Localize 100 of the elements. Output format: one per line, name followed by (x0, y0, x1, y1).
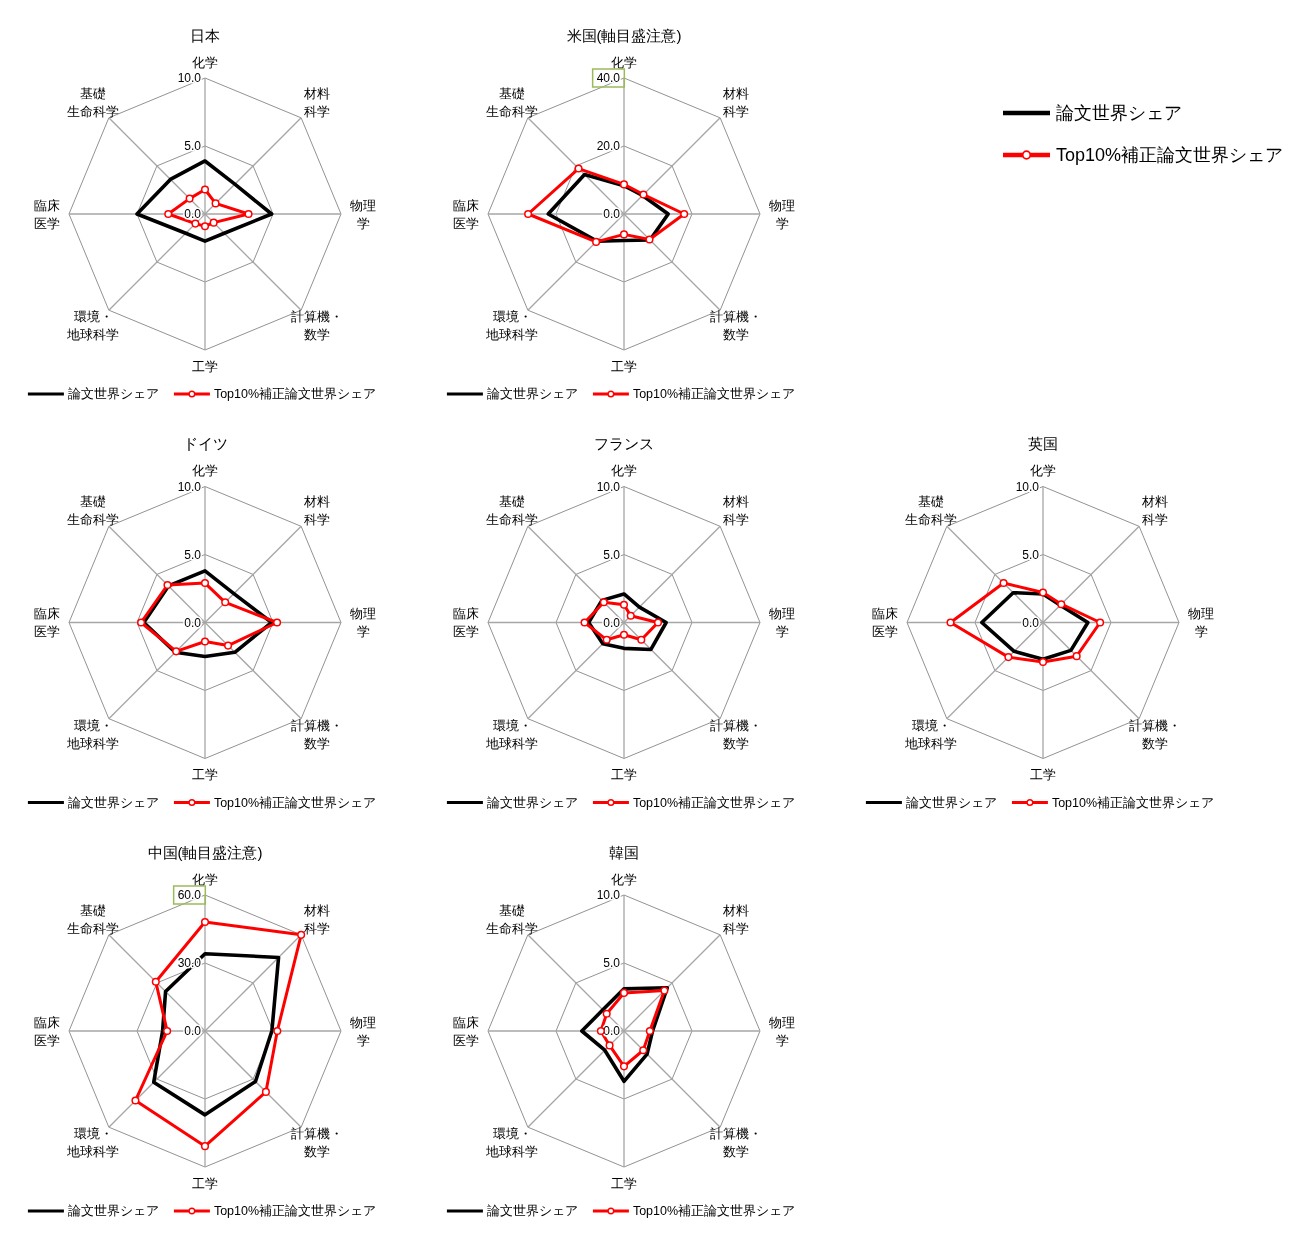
category-label: 計算機・数学 (1128, 717, 1181, 751)
tick-label: 10.0 (177, 71, 201, 85)
category-label: 材料科学 (722, 85, 749, 119)
legend-item: 論文世界シェア (446, 387, 578, 401)
category-label: 物理学 (769, 1014, 795, 1048)
category-label: 工学 (611, 767, 637, 782)
tick-label: 5.0 (603, 547, 620, 562)
legend-item: 論文世界シェア (27, 795, 159, 810)
category-label: 基礎生命科学 (67, 85, 120, 119)
title: 日本 (190, 26, 220, 44)
tick-label: 0.0 (603, 1024, 620, 1038)
category-label: 物理学 (350, 606, 376, 639)
legend-item: 論文世界シェア (865, 795, 997, 810)
category-label: 基礎生命科学 (486, 494, 539, 528)
legend-label: Top10%補正論文世界シェア (213, 1204, 377, 1218)
category-label: 計算機・数学 (709, 309, 762, 343)
legend-label: Top10%補正論文世界シェア (632, 387, 796, 401)
legend-label: 論文世界シェア (67, 387, 159, 401)
category-label: 化学 (192, 871, 218, 887)
category-label: 物理学 (1188, 606, 1214, 639)
tick-label: 10.0 (1015, 479, 1039, 494)
legend-item: Top10%補正論文世界シェア (592, 1204, 796, 1218)
category-label: 材料科学 (722, 494, 749, 528)
category-label: 環境・地球科学 (905, 717, 958, 751)
tick-label: 0.0 (1022, 615, 1039, 630)
category-label: 材料科学 (303, 85, 330, 119)
category-label: 物理学 (350, 1014, 376, 1048)
tick-label: 5.0 (1022, 547, 1039, 562)
category-label: 基礎生命科学 (486, 85, 539, 119)
category-label: 材料科学 (303, 494, 330, 528)
legend-item: Top10%補正論文世界シェア (592, 795, 796, 810)
title: 韓国 (609, 843, 639, 861)
tick-label: 5.0 (184, 139, 201, 153)
category-label: 物理学 (769, 197, 795, 231)
tick-label: 20.0 (596, 139, 620, 153)
legend-label: 論文世界シェア (905, 795, 997, 810)
category-label: 工学 (192, 767, 218, 782)
legend-item: 論文世界シェア (27, 387, 159, 401)
legend-label: 論文世界シェア (486, 387, 578, 401)
legend-item: Top10%補正論文世界シェア (173, 387, 377, 401)
title: ドイツ (182, 435, 228, 452)
title: 米国(軸目盛注意) (566, 26, 682, 44)
legend-item: 論文世界シェア (446, 795, 578, 810)
category-label: 臨床医学 (453, 197, 479, 231)
category-label: 環境・地球科学 (486, 717, 539, 751)
tick-label: 10.0 (177, 479, 201, 494)
legend-item: Top10%補正論文世界シェア (1003, 145, 1284, 165)
category-label: 化学 (1030, 463, 1056, 478)
tick-label: 5.0 (184, 547, 201, 562)
category-label: 計算機・数学 (290, 717, 343, 751)
category-label: 工学 (192, 358, 218, 374)
category-label: 物理学 (350, 197, 376, 231)
legend-item: Top10%補正論文世界シェア (1011, 795, 1215, 810)
title: 英国 (1028, 435, 1058, 452)
legend-label: Top10%補正論文世界シェア (213, 387, 377, 401)
tick-label: 10.0 (596, 888, 620, 902)
category-label: 臨床医学 (34, 197, 60, 231)
tick-label: 10.0 (596, 479, 620, 494)
category-label: 化学 (192, 54, 218, 70)
category-label: 化学 (611, 871, 637, 887)
legend-label: 論文世界シェア (486, 1204, 578, 1218)
tick-label: 0.0 (184, 207, 201, 221)
legend-item: 論文世界シェア (446, 1204, 578, 1218)
category-label: 工学 (192, 1175, 218, 1191)
category-label: 物理学 (769, 606, 795, 639)
legend-item: Top10%補正論文世界シェア (592, 387, 796, 401)
category-label: 計算機・数学 (709, 717, 762, 751)
category-label: 工学 (611, 358, 637, 374)
category-label: 環境・地球科学 (486, 309, 539, 343)
category-label: 計算機・数学 (290, 1126, 343, 1160)
legend-label: Top10%補正論文世界シェア (1051, 795, 1215, 810)
category-label: 臨床医学 (34, 606, 60, 639)
tick-label: 0.0 (184, 615, 201, 630)
category-label: 環境・地球科学 (67, 717, 120, 751)
category-label: 材料科学 (1141, 494, 1168, 528)
tick-label: 60.0 (177, 888, 201, 902)
tick-label: 0.0 (603, 207, 620, 221)
category-label: 工学 (1030, 767, 1056, 782)
category-label: 基礎生命科学 (905, 494, 958, 528)
category-label: 基礎生命科学 (486, 902, 539, 936)
category-label: 化学 (192, 463, 218, 478)
tick-label: 0.0 (603, 615, 620, 630)
category-label: 計算機・数学 (709, 1126, 762, 1160)
legend-label: 論文世界シェア (67, 795, 159, 810)
category-label: 臨床医学 (34, 1014, 60, 1048)
legend-item: 論文世界シェア (27, 1204, 159, 1218)
legend-item: 論文世界シェア (1003, 103, 1182, 123)
legend-label: 論文世界シェア (486, 795, 578, 810)
tick-label: 5.0 (603, 956, 620, 970)
category-label: 環境・地球科学 (67, 309, 120, 343)
title: フランス (594, 435, 654, 452)
category-label: 化学 (611, 463, 637, 478)
title: 中国(軸目盛注意) (147, 843, 263, 861)
category-label: 工学 (611, 1175, 637, 1191)
category-label: 化学 (611, 54, 637, 70)
legend-label: 論文世界シェア (67, 1204, 159, 1218)
legend-label: Top10%補正論文世界シェア (632, 1204, 796, 1218)
legend-label: Top10%補正論文世界シェア (213, 795, 377, 810)
legend-item: Top10%補正論文世界シェア (173, 795, 377, 810)
category-label: 計算機・数学 (290, 309, 343, 343)
